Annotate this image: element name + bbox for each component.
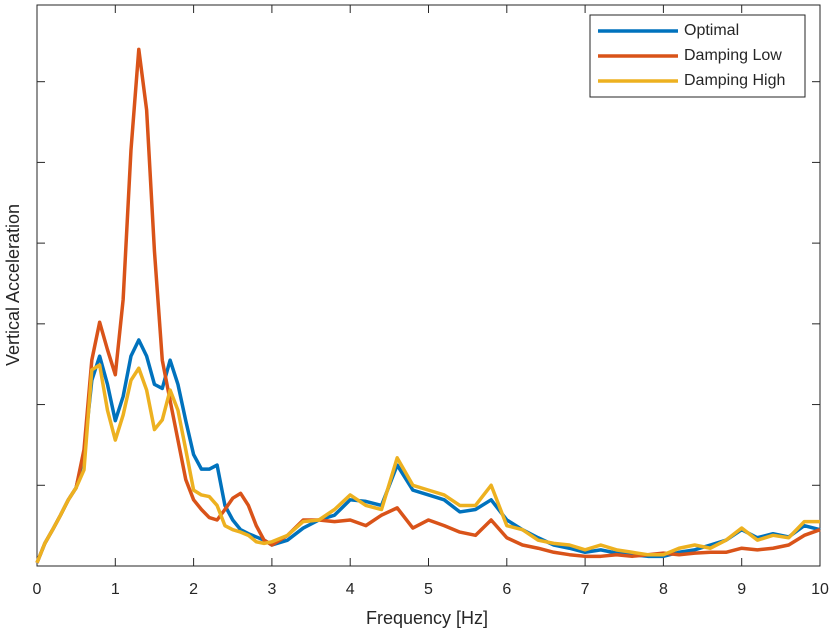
x-tick-label: 8 [659,581,668,598]
x-tick-label: 9 [737,581,746,598]
x-tick-label: 7 [581,581,590,598]
x-tick-label: 10 [811,581,829,598]
x-tick-label: 6 [502,581,511,598]
x-tick-label: 3 [267,581,276,598]
x-tick-label: 0 [33,581,42,598]
x-axis-label: Frequency [Hz] [366,608,488,628]
x-tick-label: 2 [189,581,198,598]
legend-label: Damping High [684,72,785,89]
legend-label: Optimal [684,22,739,39]
x-tick-label: 4 [346,581,355,598]
data-line [35,363,820,564]
legend-label: Damping Low [684,47,782,64]
y-axis-label: Vertical Acceleration [3,204,23,366]
x-tick-label: 5 [424,581,433,598]
x-tick-label: 1 [111,581,120,598]
